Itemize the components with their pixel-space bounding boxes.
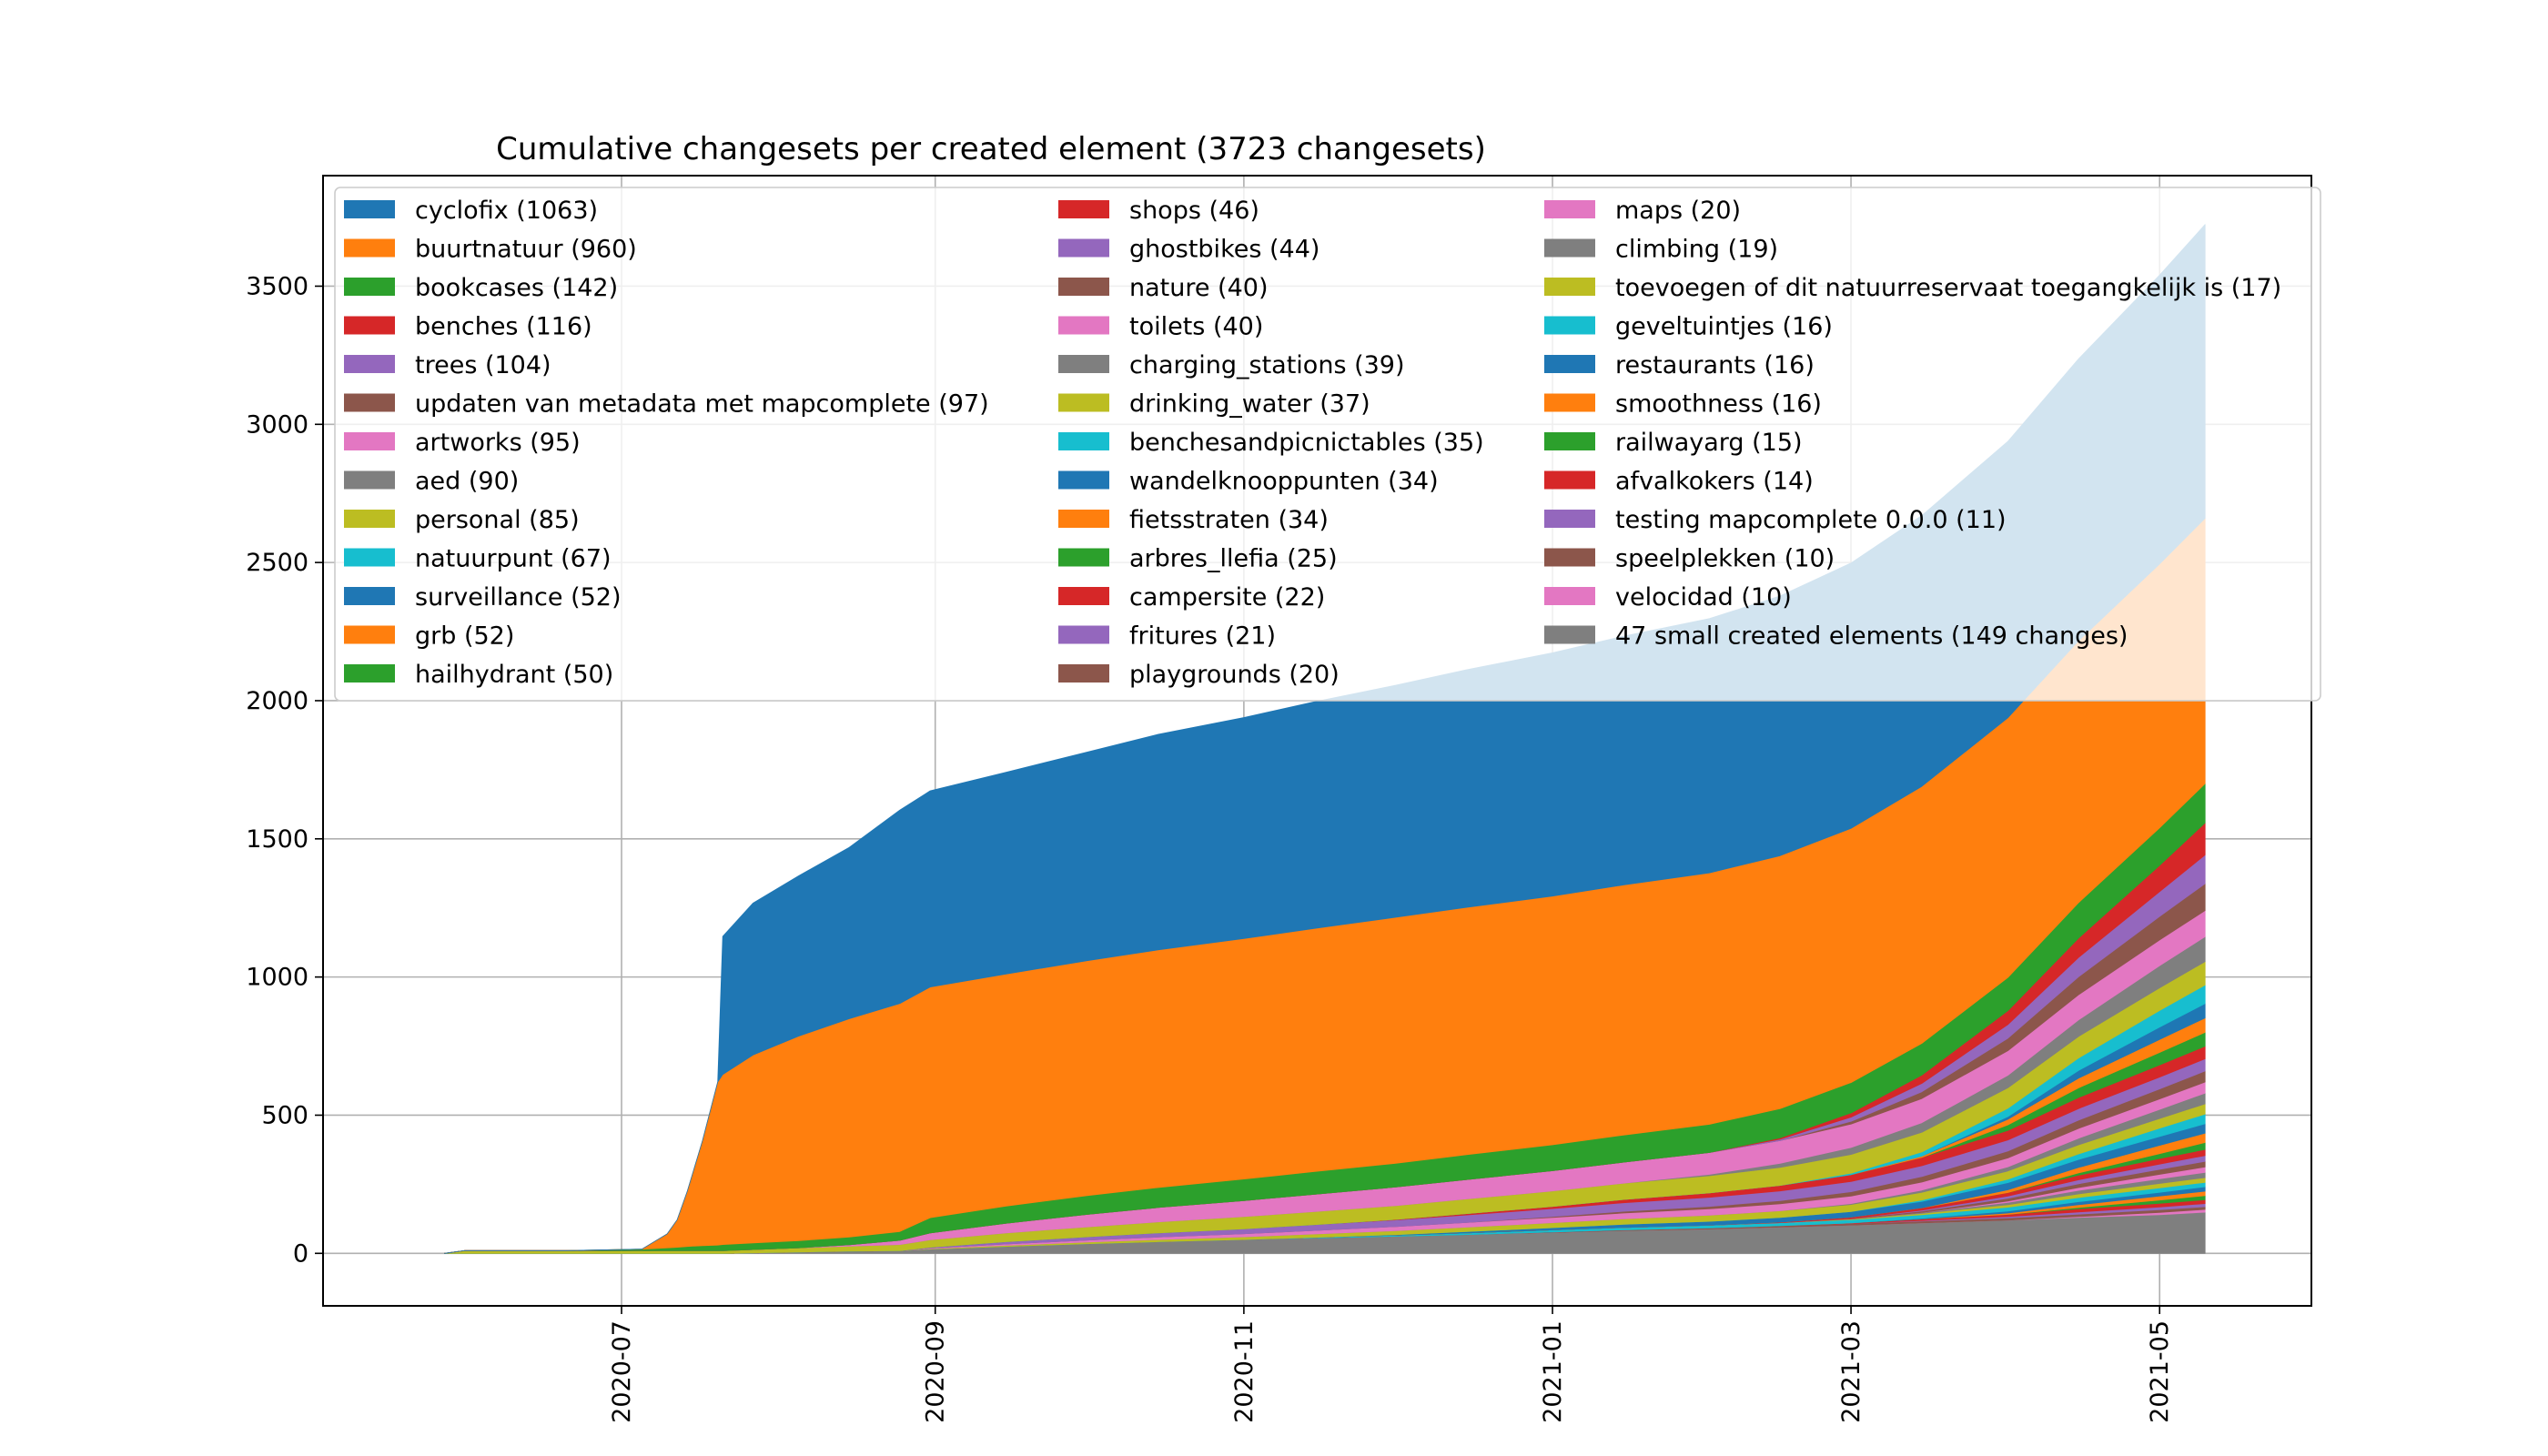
legend-label: fritures (21) (1129, 622, 1276, 651)
legend-label: personal (85) (415, 506, 580, 534)
legend-label: maps (20) (1615, 197, 1741, 225)
area-series-group (444, 224, 2206, 1254)
y-tick-label: 2500 (246, 549, 308, 577)
x-tick-label: 2021-03 (1837, 1320, 1866, 1423)
legend-label: bookcases (142) (415, 274, 618, 302)
legend-swatch (344, 625, 395, 644)
x-tick-label: 2020-11 (1230, 1320, 1259, 1423)
legend-label: updaten van metadata met mapcomplete (97… (415, 390, 989, 419)
y-tick-label: 0 (293, 1239, 308, 1268)
legend-label: artworks (95) (415, 429, 581, 457)
legend-swatch (1544, 625, 1595, 644)
legend-swatch (1058, 200, 1109, 218)
legend-swatch (344, 548, 395, 567)
legend-label: cyclofix (1063) (415, 197, 598, 225)
legend-swatch (1544, 278, 1595, 296)
legend-swatch (344, 587, 395, 605)
x-tick-label: 2020-09 (922, 1320, 950, 1423)
legend-swatch (1058, 548, 1109, 567)
legend-label: afvalkokers (14) (1615, 468, 1814, 496)
legend-swatch (344, 355, 395, 373)
legend-box (334, 187, 2321, 702)
y-tick-label: 1000 (246, 964, 308, 992)
legend-swatch (1544, 548, 1595, 567)
plot-border (322, 175, 2312, 1307)
chart-title: Cumulative changesets per created elemen… (496, 131, 1486, 167)
y-tick-label: 500 (261, 1101, 308, 1129)
y-tick-label: 3000 (246, 410, 308, 439)
legend-swatch (1544, 316, 1595, 335)
legend-label: restaurants (16) (1615, 351, 1815, 379)
legend-swatch (1058, 432, 1109, 450)
legend-label: nature (40) (1129, 274, 1268, 302)
legend-label: benchesandpicnictables (35) (1129, 429, 1484, 457)
legend-label: natuurpunt (67) (415, 545, 612, 573)
legend-label: shops (46) (1129, 197, 1259, 225)
legend-label: 47 small created elements (149 changes) (1615, 622, 2128, 651)
x-tick-label: 2020-07 (608, 1320, 636, 1423)
legend-label: speelplekken (10) (1615, 545, 1835, 573)
legend-swatch (1058, 278, 1109, 296)
legend-swatch (1058, 470, 1109, 490)
legend-label: campersite (22) (1129, 583, 1325, 612)
legend-swatch (1058, 316, 1109, 335)
legend-swatch (344, 510, 395, 528)
legend-swatch (1544, 470, 1595, 490)
legend-swatch (344, 664, 395, 682)
legend-swatch (1058, 587, 1109, 605)
legend-swatch (1544, 393, 1595, 412)
legend-swatch (1544, 200, 1595, 218)
x-tick-label: 2021-01 (1539, 1320, 1567, 1423)
legend-swatch (344, 278, 395, 296)
legend-label: benches (116) (415, 313, 592, 341)
legend-label: climbing (19) (1615, 236, 1778, 264)
legend-swatch (344, 393, 395, 412)
legend-swatch (344, 316, 395, 335)
legend-swatch (344, 238, 395, 258)
legend-label: toevoegen of dit natuurreservaat toegang… (1615, 274, 2281, 302)
legend-swatch (1058, 393, 1109, 412)
legend-label: geveltuintjes (16) (1615, 313, 1833, 341)
legend-swatch (1544, 355, 1595, 373)
legend-label: hailhydrant (50) (415, 661, 613, 689)
plot-frame (322, 175, 2312, 1307)
legend-label: velocidad (10) (1615, 583, 1792, 612)
y-axis: 0 500 1000 1500 2000 2500 3000 3500 (246, 272, 323, 1268)
legend-label: fietsstraten (34) (1129, 506, 1329, 534)
y-tick-label: 3500 (246, 272, 308, 300)
legend-swatch (1058, 510, 1109, 528)
legend-label: smoothness (16) (1615, 390, 1822, 419)
legend: cyclofix (1063) buurtnatuur (960) bookcase… (334, 187, 2321, 702)
legend-label: playgrounds (20) (1129, 661, 1340, 689)
legend-swatch (1544, 432, 1595, 450)
legend-label: drinking_water (37) (1129, 390, 1370, 419)
legend-label: charging_stations (39) (1129, 351, 1405, 379)
legend-swatch (1544, 238, 1595, 258)
y-tick-label: 1500 (246, 825, 308, 854)
legend-swatch (1058, 664, 1109, 682)
legend-label: surveillance (52) (415, 583, 622, 612)
legend-label: railwayarg (15) (1615, 429, 1803, 457)
legend-label: arbres_llefia (25) (1129, 545, 1338, 573)
legend-label: ghostbikes (44) (1129, 236, 1320, 264)
legend-swatch (1544, 510, 1595, 528)
legend-label: trees (104) (415, 351, 551, 379)
legend-swatch (1058, 238, 1109, 258)
legend-swatch (1058, 355, 1109, 373)
legend-label: toilets (40) (1129, 313, 1263, 341)
legend-swatch (1058, 625, 1109, 644)
legend-label: aed (90) (415, 468, 519, 496)
legend-swatch (344, 200, 395, 218)
legend-swatch (344, 470, 395, 490)
legend-label: buurtnatuur (960) (415, 236, 637, 264)
legend-swatch (1544, 587, 1595, 605)
legend-swatch (344, 432, 395, 450)
y-tick-label: 2000 (246, 687, 308, 715)
legend-label: grb (52) (415, 622, 514, 651)
x-tick-label: 2021-05 (2146, 1320, 2174, 1423)
legend-label: testing mapcomplete 0.0.0 (11) (1615, 506, 2007, 534)
x-axis: 2020-07 2020-09 2020-11 2021-01 2021-03 2021-… (608, 1306, 2174, 1423)
legend-label: wandelknooppunten (34) (1129, 468, 1439, 496)
